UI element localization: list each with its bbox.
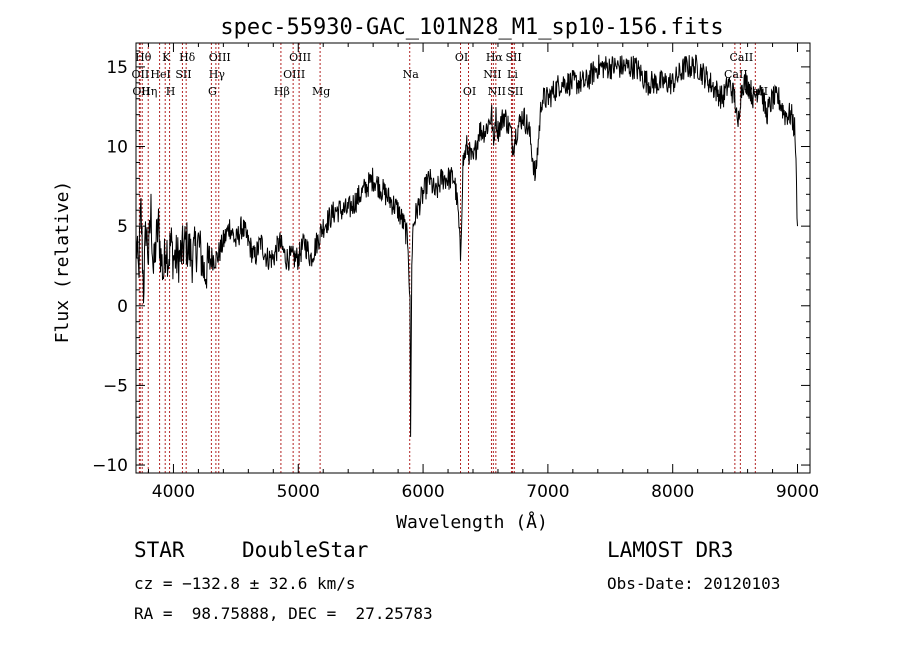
line-label-11: OIII (209, 51, 231, 64)
object-class: STAR (134, 538, 185, 562)
spectrum-line (135, 54, 798, 437)
line-label-0: Hθ (135, 51, 152, 64)
y-tick-label-0: −10 (92, 456, 128, 476)
line-label-8: Hδ (179, 51, 196, 64)
axis-ticks: 4000 5000 6000 7000 8000 9000 −10 −5 0 5 10 15 (92, 43, 819, 502)
line-label-12: Hβ (274, 85, 290, 98)
survey-name: LAMOST DR3 (607, 538, 734, 562)
line-label-10: G (208, 85, 217, 98)
plot-frame (135, 42, 811, 474)
y-axis-label: Flux (relative) (52, 181, 73, 344)
y-tick-label-3: 5 (117, 217, 128, 237)
x-tick-label-5: 9000 (776, 482, 819, 502)
x-tick-label-1: 5000 (277, 482, 320, 502)
line-label-24: SII (507, 85, 523, 98)
line-label-22: Li (507, 68, 518, 81)
line-label-26: CaII (730, 51, 754, 64)
line-label-4: HeI (150, 68, 170, 81)
line-label-23: SII (505, 51, 521, 64)
line-label-18: OI (463, 85, 476, 98)
y-tick-label-2: 0 (117, 297, 128, 317)
x-tick-label-2: 6000 (401, 482, 444, 502)
line-label-21: NII (488, 85, 506, 98)
line-label-7: SII (175, 68, 191, 81)
spectrum-series (135, 54, 798, 437)
obs-date-text: Obs-Date: 20120103 (607, 574, 781, 593)
y-tick-label-1: −5 (103, 376, 128, 396)
line-label-2: OII (132, 85, 150, 98)
object-subclass: DoubleStar (242, 538, 369, 562)
line-label-14: OIII (289, 51, 311, 64)
line-label-9: Hγ (209, 68, 226, 81)
line-label-13: OIII (283, 68, 305, 81)
x-tick-label-3: 7000 (526, 482, 569, 502)
ra-dec-text: RA = 98.75888, DEC = 27.25783 (134, 604, 433, 623)
y-tick-label-4: 10 (106, 138, 128, 158)
line-label-20: Hα (486, 51, 504, 64)
line-label-6: H (166, 85, 176, 98)
line-label-19: NII (483, 68, 501, 81)
y-tick-label-5: 15 (106, 58, 128, 78)
chart-title: spec-55930-GAC_101N28_M1_sp10-156.fits (220, 15, 723, 40)
redshift-text: cz = −132.8 ± 32.6 km/s (134, 574, 356, 593)
x-tick-label-0: 4000 (152, 482, 195, 502)
line-label-15: Mg (312, 85, 330, 98)
x-tick-label-4: 8000 (651, 482, 694, 502)
line-label-16: Na (403, 68, 420, 81)
line-label-3: Hη (141, 85, 157, 98)
line-label-17: OI (455, 51, 468, 64)
spectrum-chart: spec-55930-GAC_101N28_M1_sp10-156.fits H… (52, 15, 819, 533)
spectral-lines: HθOIIOIIHηHeIKHSIIHδHγGOIIIHβOIIIOIIIMgN… (132, 43, 768, 473)
line-label-5: K (162, 51, 171, 64)
x-axis-label: Wavelength (Å) (396, 511, 548, 533)
